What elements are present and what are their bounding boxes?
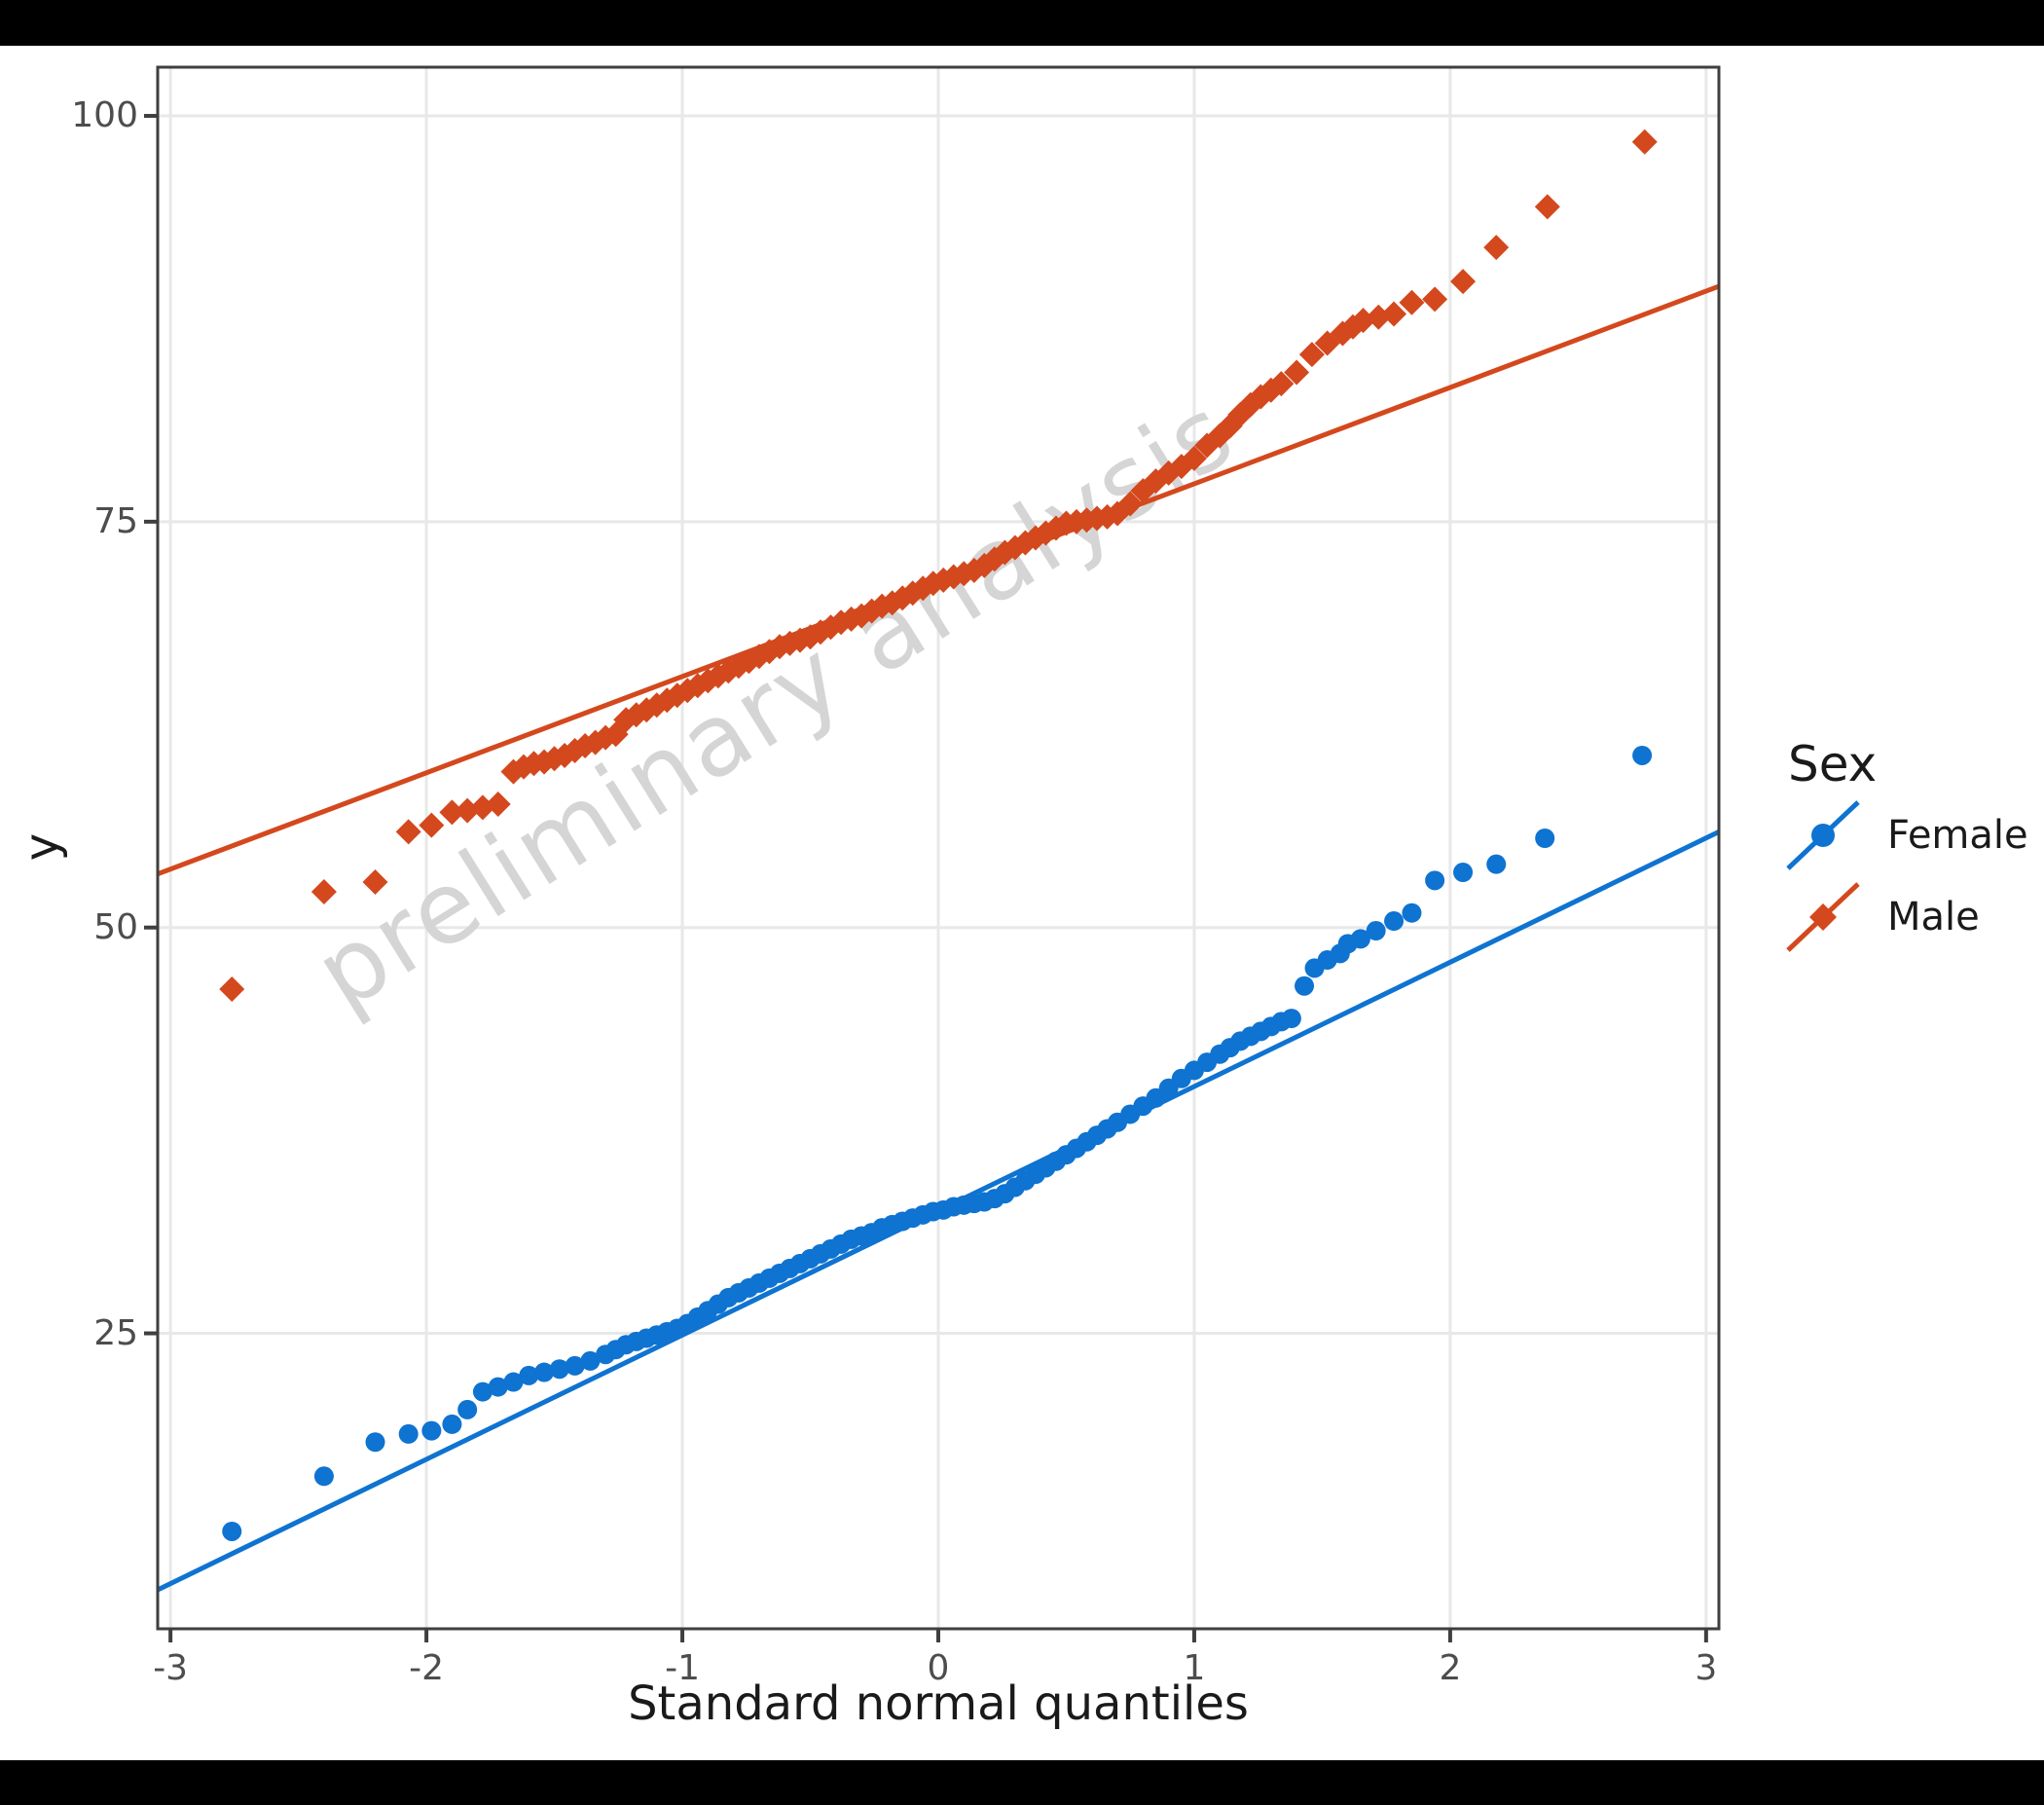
data-point-female	[1281, 1009, 1301, 1029]
data-point-female	[1425, 870, 1445, 891]
data-point-female	[222, 1521, 242, 1541]
data-point-female	[421, 1420, 442, 1441]
y-tick-label: 75	[93, 500, 138, 541]
female-key-icon	[1786, 800, 1860, 870]
y-tick-label: 50	[93, 906, 138, 947]
data-point-male	[1381, 301, 1407, 327]
data-point-male	[439, 799, 465, 826]
watermark-text: preliminary analysis	[296, 374, 1254, 1033]
data-point-male	[1284, 359, 1310, 386]
circle-marker-icon	[1811, 824, 1835, 847]
data-point-female	[1535, 828, 1555, 848]
legend: Sex Female Male	[1782, 736, 2035, 956]
data-point-female	[534, 1362, 555, 1382]
data-point-female	[503, 1372, 524, 1392]
data-point-male	[395, 819, 421, 845]
data-point-female	[1453, 863, 1474, 883]
data-point-male	[1422, 286, 1448, 313]
data-point-female	[398, 1423, 419, 1444]
data-point-female	[472, 1381, 493, 1402]
male-key-icon	[1786, 882, 1860, 952]
data-point-male	[1399, 289, 1425, 315]
legend-label-female: Female	[1887, 813, 2028, 858]
data-point-male	[1298, 342, 1325, 368]
data-point-male	[1117, 491, 1144, 517]
data-point-male	[1268, 371, 1295, 397]
data-point-female	[457, 1399, 478, 1419]
data-point-male	[219, 976, 245, 1003]
data-point-female	[549, 1359, 569, 1380]
data-point-male	[1181, 445, 1207, 471]
data-point-female	[442, 1414, 462, 1434]
y-axis-title: y	[15, 832, 69, 862]
x-tick-label: -1	[665, 1648, 700, 1688]
data-point-male	[1450, 269, 1477, 295]
data-point-male	[1534, 194, 1560, 220]
data-point-female	[519, 1365, 539, 1385]
data-point-female	[1384, 911, 1405, 932]
data-point-female	[1366, 921, 1386, 941]
data-point-female	[488, 1377, 508, 1397]
top-border-bar	[0, 0, 2044, 46]
x-tick-label: 0	[927, 1648, 950, 1688]
x-tick-label: -3	[153, 1648, 189, 1688]
legend-label-male: Male	[1887, 895, 1980, 939]
data-point-female	[580, 1350, 601, 1371]
data-point-female	[565, 1355, 585, 1376]
data-point-male	[310, 879, 337, 905]
data-point-male	[1631, 129, 1658, 155]
x-tick-label: 2	[1439, 1648, 1462, 1688]
diamond-marker-icon	[1809, 903, 1837, 931]
x-tick-label: 3	[1695, 1648, 1718, 1688]
y-tick-label: 100	[71, 95, 138, 136]
legend-entry-male: Male	[1782, 878, 2035, 956]
bottom-border-bar	[0, 1760, 2044, 1805]
x-axis-title: Standard normal quantiles	[628, 1676, 1249, 1731]
data-point-female	[1295, 976, 1315, 996]
data-point-female	[313, 1466, 334, 1487]
legend-title: Sex	[1788, 736, 1878, 792]
x-tick-label: 1	[1183, 1648, 1206, 1688]
y-tick-label: 25	[93, 1312, 138, 1353]
data-point-female	[365, 1432, 385, 1453]
data-point-male	[1483, 235, 1510, 261]
data-point-female	[1486, 854, 1507, 874]
data-point-male	[485, 791, 511, 817]
data-point-female	[1350, 929, 1370, 949]
data-point-female	[1632, 745, 1653, 765]
legend-entry-female: Female	[1782, 796, 2035, 874]
x-tick-label: -2	[409, 1648, 445, 1688]
data-point-female	[1402, 902, 1422, 923]
data-point-male	[419, 812, 445, 838]
data-point-male	[362, 869, 388, 896]
